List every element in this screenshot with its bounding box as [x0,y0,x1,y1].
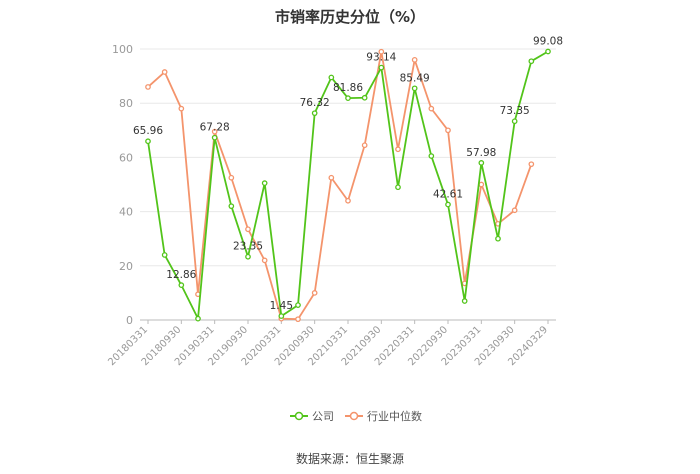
company-point [445,201,451,208]
industry-median-point [528,161,535,168]
industry-median-point [378,48,385,55]
data-label: 85.49 [400,72,430,84]
data-label: 99.08 [533,35,563,47]
legend-marker-industry-median [349,411,359,421]
company-point [545,48,551,55]
company-point [395,184,401,191]
data-label: 23.35 [233,241,263,253]
industry-median-point [445,127,451,134]
industry-median-point [361,142,368,149]
industry-median-point [328,174,335,181]
company-point [411,85,418,92]
industry-median-point [178,105,185,112]
data-label: 57.98 [466,147,496,159]
industry-median-point [311,290,318,296]
company-point [228,203,235,210]
company-point [328,74,335,81]
industry-median-point [428,105,435,112]
legend-label-company: 公司 [312,410,334,423]
data-label: 76.32 [300,97,330,109]
data-label: 93.14 [366,52,396,64]
industry-median-point [511,207,518,214]
company-point [195,315,201,322]
legend-label-industry-median: 行业中位数 [367,409,422,423]
company-point [211,134,218,141]
legend-marker-company [294,411,304,421]
data-label: 81.86 [333,82,363,94]
data-label: 65.96 [133,125,163,137]
industry-median-point [295,316,301,323]
industry-median-point [228,174,235,181]
data-label: 12.86 [166,269,196,281]
company-point [145,138,151,145]
source-text: 数据来源：恒生聚源 [295,452,404,466]
company-point [161,252,168,258]
industry-median-point [161,69,168,75]
data-label: 42.61 [433,189,463,201]
data-label: 67.28 [200,122,230,134]
chart-title: 市销率历史分位（%） [274,8,426,26]
company-point [278,313,285,319]
company-point [245,253,251,260]
y-tick-label: 0 [126,314,133,327]
company-point [378,64,385,71]
company-point [178,282,185,288]
y-tick-label: 20 [119,260,133,273]
company-point [495,235,501,242]
y-tick-label: 60 [119,151,133,164]
data-label: 73.35 [500,105,530,117]
company-point [361,94,368,101]
industry-median-point [211,128,218,135]
company-point [461,298,468,304]
industry-median-point [245,226,251,233]
industry-median-point [261,257,268,264]
industry-median-point [395,146,401,153]
industry-median-point [345,197,351,204]
company-point [511,118,518,125]
company-point [345,95,351,102]
company-point [478,160,485,166]
company-point [295,302,301,308]
company-point [311,110,318,117]
industry-median-point [411,56,418,63]
industry-median-point [145,84,151,90]
y-tick-label: 40 [119,206,133,219]
data-label: 1.45 [270,300,293,312]
y-tick-label: 80 [119,97,133,110]
company-point [428,153,435,159]
company-point [528,58,535,65]
y-tick-label: 100 [112,43,133,56]
company-point [261,180,268,186]
